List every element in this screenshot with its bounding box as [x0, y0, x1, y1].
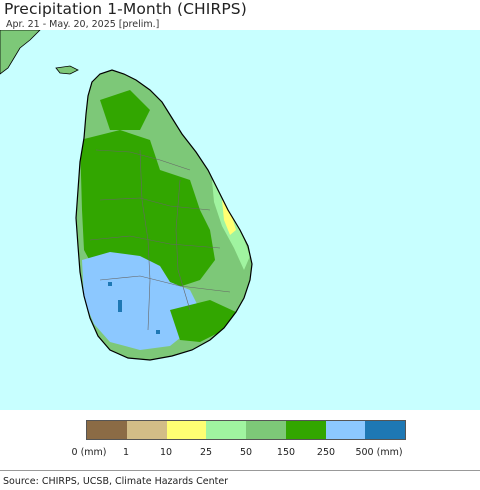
legend-label-3: 25	[199, 447, 213, 458]
legend-swatch-6	[325, 421, 366, 439]
precipitation-zones	[76, 70, 252, 360]
legend-label-6: 250	[316, 447, 336, 458]
legend-label-4: 50	[239, 447, 253, 458]
map-subtitle: Apr. 21 - May. 20, 2025 [prelim.]	[6, 19, 160, 30]
legend-swatch-5	[285, 421, 326, 439]
legend-labels: 0 (mm) 1 10 25 50 150 250 500 (mm)	[0, 447, 480, 461]
precipitation-map	[0, 30, 480, 410]
legend-label-1: 1	[122, 447, 130, 458]
ocean	[0, 30, 480, 410]
zone-north-dry-patch	[100, 90, 150, 130]
zone-east-coast-10-25	[222, 200, 236, 235]
district-boundaries	[89, 149, 231, 331]
legend-label-5: 150	[276, 447, 296, 458]
india-coast	[0, 30, 41, 75]
zone-wet-cell-3	[108, 282, 112, 286]
legend-label-0: 0 (mm)	[71, 447, 107, 458]
legend-bar	[86, 420, 406, 440]
legend-swatch-0	[87, 421, 127, 439]
legend-swatch-4	[246, 421, 286, 439]
legend-swatch-1	[126, 421, 167, 439]
legend-swatch-7	[365, 421, 405, 439]
legend-label-7: 500 (mm)	[355, 447, 403, 458]
map-title: Precipitation 1-Month (CHIRPS)	[4, 0, 247, 18]
island-outline	[75, 69, 253, 361]
legend-swatch-3	[206, 421, 246, 439]
legend-label-2: 10	[159, 447, 173, 458]
footer-divider	[0, 470, 480, 471]
legend-swatch-2	[166, 421, 207, 439]
zone-southwest-250-500	[82, 252, 200, 350]
mannar-island	[55, 65, 79, 75]
zone-wet-cell-2	[156, 330, 160, 334]
source-credit: Source: CHIRPS, UCSB, Climate Hazards Ce…	[3, 476, 229, 487]
zone-wet-cell-1	[118, 300, 122, 312]
